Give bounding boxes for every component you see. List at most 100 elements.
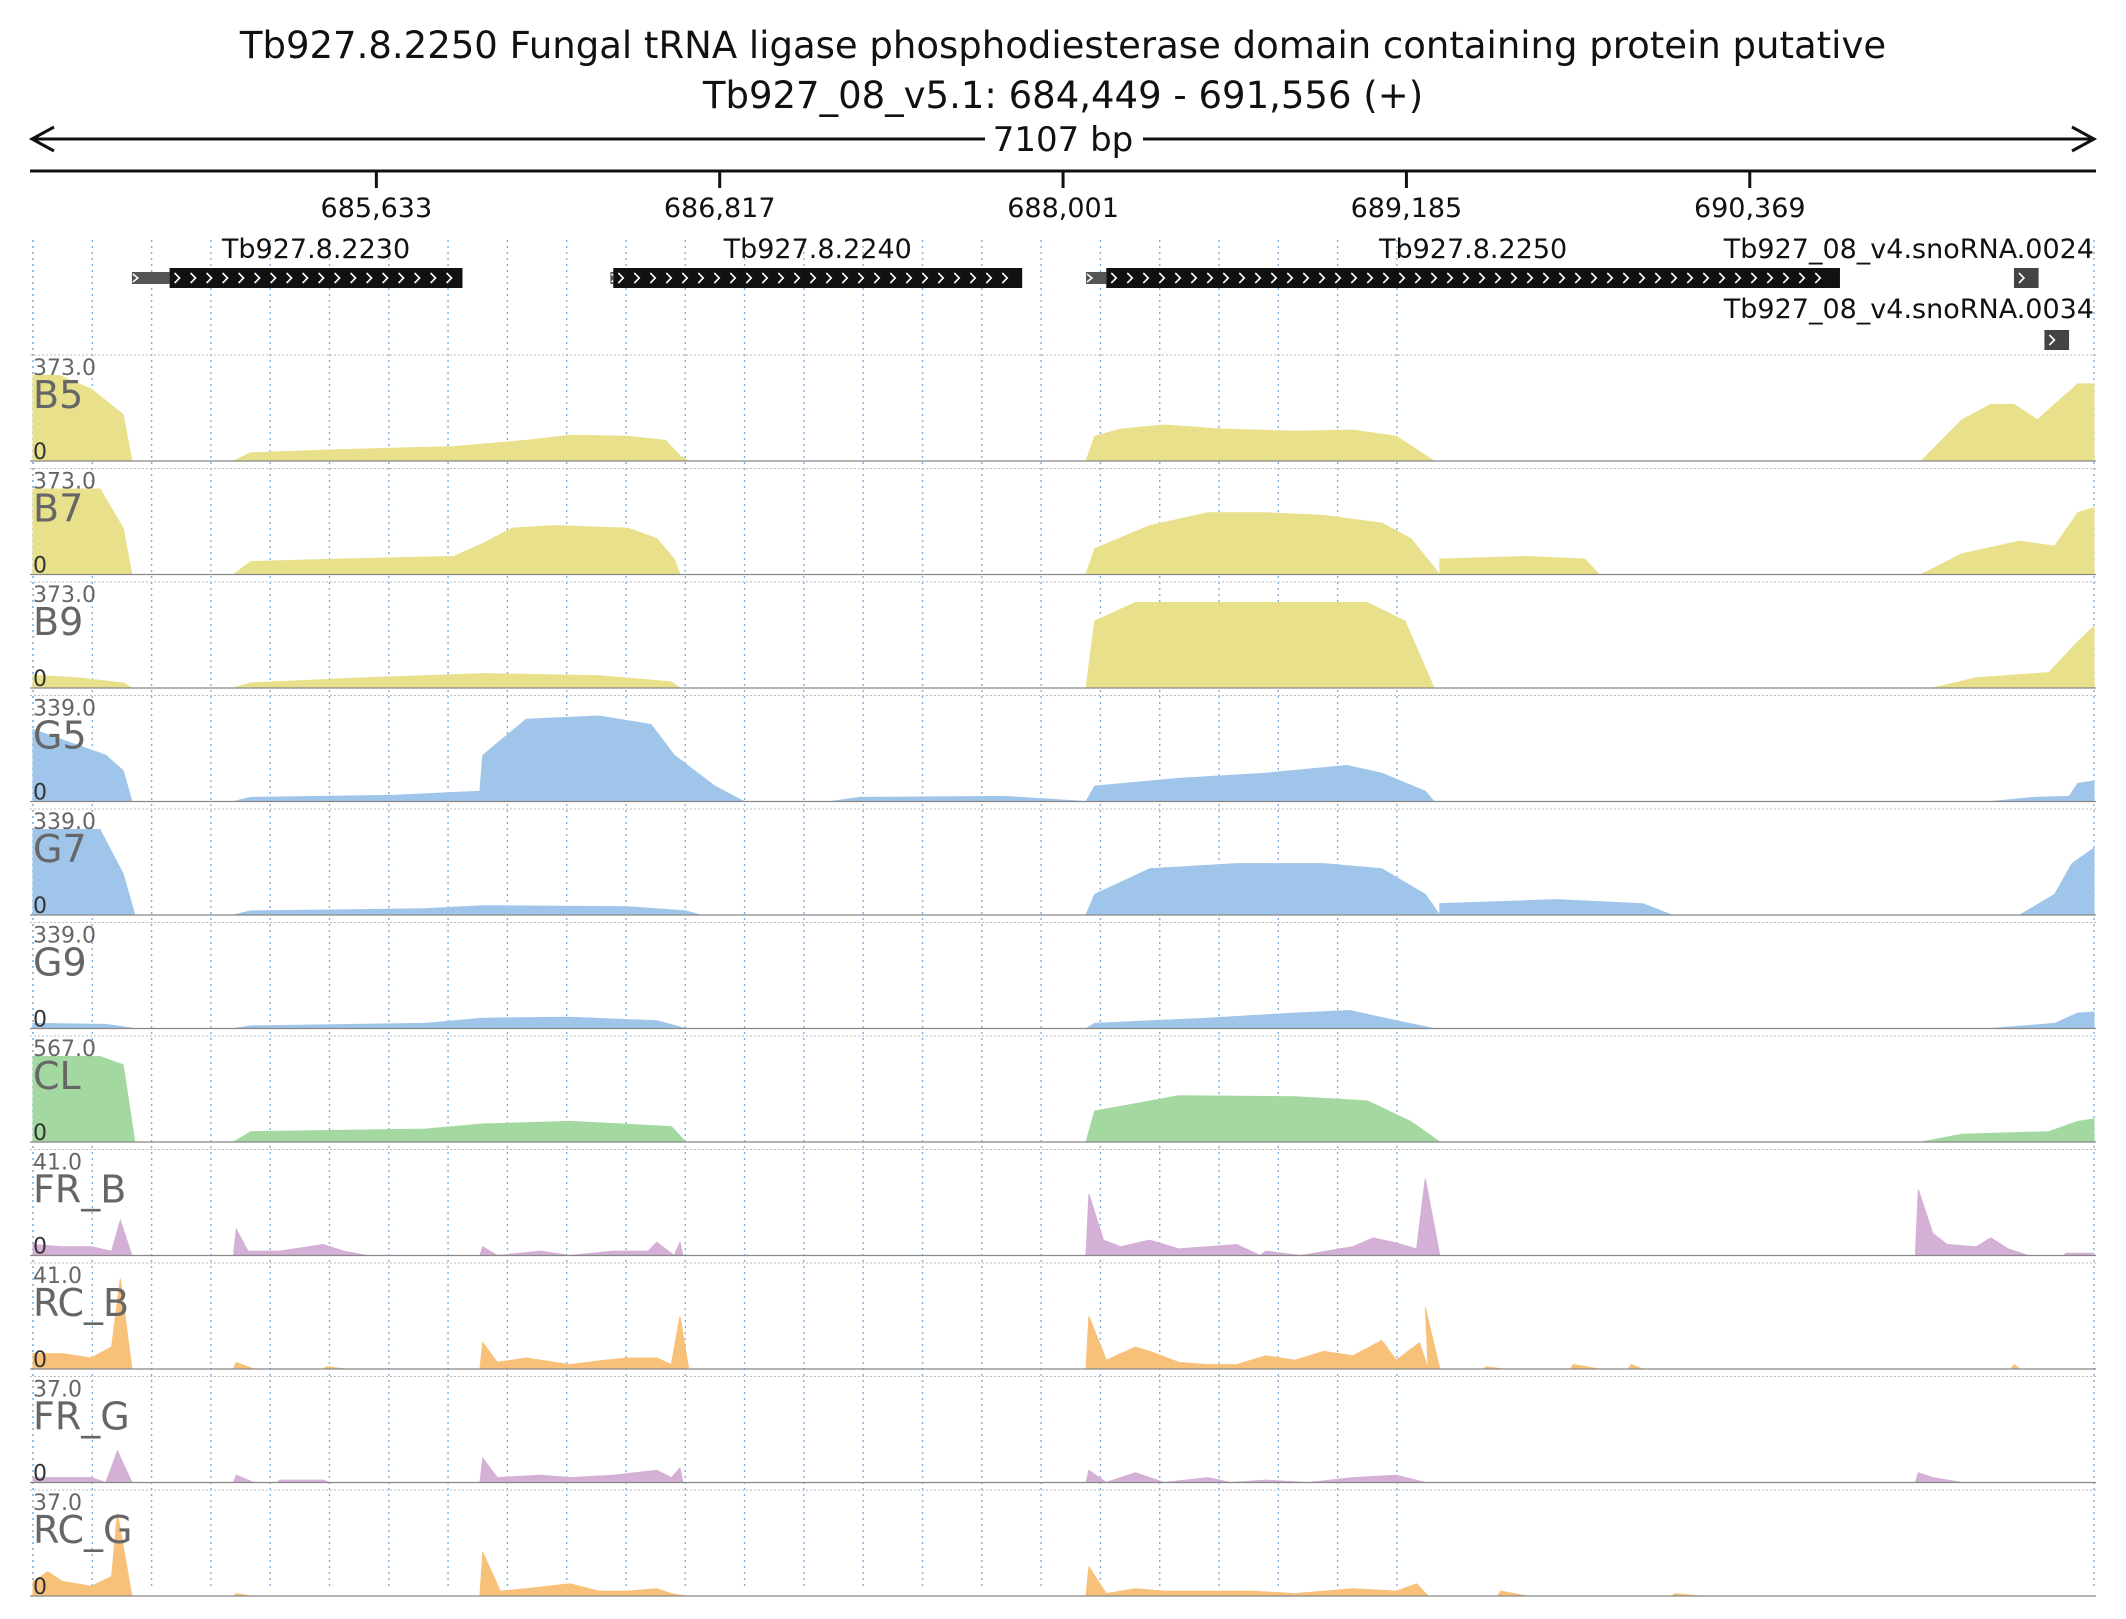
strand-chevron-icon — [713, 272, 721, 284]
strand-chevron-icon — [1814, 272, 1822, 284]
strand-chevron-icon — [937, 272, 945, 284]
track-name-label: B7 — [33, 487, 83, 531]
gene-feature[interactable]: Tb927_08_v4.snoRNA.0024 — [1723, 234, 2094, 288]
utr-strand-chevron-icon — [132, 273, 140, 283]
strand-chevron-icon — [222, 272, 229, 284]
gene-feature[interactable]: Tb927_08_v4.snoRNA.0034 — [1723, 294, 2094, 350]
strand-chevron-icon — [446, 272, 453, 284]
track-zero-label: 0 — [33, 1121, 47, 1146]
gene-feature[interactable]: Tb927.8.2250 — [1085, 234, 1840, 288]
strand-chevron-icon — [1382, 272, 1390, 284]
strand-chevron-icon — [1734, 272, 1742, 284]
coverage-area — [32, 488, 2095, 576]
track-zero-label: 0 — [33, 667, 47, 692]
coverage-area — [32, 715, 2095, 803]
strand-chevron-icon — [1718, 272, 1726, 284]
utr-strand-chevron-icon — [1086, 273, 1094, 283]
ruler-tick-label: 688,001 — [1007, 193, 1119, 224]
strand-chevron-icon — [334, 272, 341, 284]
track-name-label: RC_G — [33, 1508, 133, 1552]
strand-chevron-icon — [729, 272, 737, 284]
coverage-track: 37.0RC_G 0 — [30, 1489, 2096, 1600]
track-max-label: 373.0 — [33, 470, 96, 495]
gene-utr-block — [610, 272, 614, 284]
track-zero-label: 0 — [33, 1235, 47, 1260]
coverage-area — [32, 1056, 2095, 1143]
track-zero-label: 0 — [33, 1348, 47, 1373]
track-name-label: B5 — [33, 373, 83, 417]
gene-utr-block — [131, 272, 170, 284]
strand-chevron-icon — [761, 272, 769, 284]
track-max-label: 41.0 — [33, 1151, 82, 1176]
strand-chevron-icon — [1142, 272, 1150, 284]
strand-chevron-icon — [969, 272, 977, 284]
coverage-area — [32, 829, 2095, 917]
ruler-tick-label: 689,185 — [1351, 193, 1463, 224]
coverage-tracks: 373.0B50373.0B70373.0B90339.0G50339.0G70… — [30, 354, 2096, 1600]
strand-chevron-icon — [430, 272, 437, 284]
gene-feature[interactable]: Tb927.8.2240 — [610, 234, 1023, 288]
strand-chevron-icon — [1590, 272, 1598, 284]
strand-chevron-icon — [350, 272, 357, 284]
coverage-track: 41.0FR_B 0 — [30, 1149, 2096, 1260]
gene-body-block — [1106, 268, 1840, 288]
track-zero-label: 0 — [33, 894, 47, 919]
strand-chevron-icon — [809, 272, 817, 284]
strand-chevron-icon — [1414, 272, 1422, 284]
gene-body-block — [2044, 330, 2070, 350]
track-max-label: 41.0 — [33, 1264, 82, 1289]
strand-chevron-icon — [1622, 272, 1630, 284]
strand-chevron-icon — [1574, 272, 1582, 284]
ruler-tick-label: 685,633 — [321, 193, 433, 224]
strand-chevron-icon — [985, 272, 993, 284]
span-right-arrowhead-icon — [2071, 125, 2098, 153]
track-name-label: B9 — [33, 600, 83, 644]
strand-chevron-icon — [681, 272, 689, 284]
strand-chevron-icon — [1190, 272, 1198, 284]
strand-chevron-icon — [1318, 272, 1326, 284]
strand-chevron-icon — [1798, 272, 1806, 284]
strand-chevron-icon — [302, 272, 309, 284]
gene-utr-block — [1085, 272, 1107, 284]
strand-chevron-icon — [745, 272, 753, 284]
strand-chevron-icon — [1766, 272, 1774, 284]
strand-chevron-icon — [206, 272, 213, 284]
strand-chevron-icon — [1702, 272, 1710, 284]
strand-chevron-icon — [382, 272, 389, 284]
strand-chevron-icon — [649, 272, 657, 284]
strand-chevron-icon — [1654, 272, 1662, 284]
strand-chevron-icon — [841, 272, 849, 284]
coverage-track: 373.0B7 0 — [30, 468, 2096, 579]
coverage-track: 339.0G5 0 — [30, 695, 2096, 806]
coverage-area — [32, 1278, 2094, 1370]
coverage-track: 373.0B9 0 — [30, 581, 2096, 692]
strand-chevron-icon — [1126, 272, 1134, 284]
track-name-label: CL — [33, 1054, 81, 1098]
strand-chevron-icon — [1430, 272, 1438, 284]
coverage-track: 339.0G9 0 — [30, 922, 2096, 1033]
strand-chevron-icon — [953, 272, 961, 284]
strand-chevron-icon — [1334, 272, 1342, 284]
span-length-label: 7107 bp — [993, 120, 1134, 160]
gene-title: Tb927.8.2250 Fungal tRNA ligase phosphod… — [239, 24, 1886, 67]
strand-chevron-icon — [318, 272, 325, 284]
track-name-label: FR_G — [33, 1395, 130, 1439]
strand-chevron-icon — [366, 272, 373, 284]
strand-chevron-icon — [1001, 272, 1009, 284]
coverage-area — [32, 375, 2095, 462]
locus-coordinates: Tb927_08_v5.1: 684,449 - 691,556 (+) — [702, 74, 1423, 117]
strand-chevron-icon — [889, 272, 897, 284]
strand-chevron-icon — [1638, 272, 1646, 284]
strand-chevron-icon — [1366, 272, 1374, 284]
strand-chevron-icon — [633, 272, 641, 284]
track-max-label: 339.0 — [33, 697, 96, 722]
track-zero-label: 0 — [33, 554, 47, 579]
coverage-area — [32, 1178, 2095, 1257]
strand-chevron-icon — [1350, 272, 1358, 284]
gene-feature[interactable]: Tb927.8.2230 — [131, 234, 463, 288]
strand-chevron-icon — [2018, 272, 2026, 284]
strand-chevron-icon — [254, 272, 261, 284]
strand-chevron-icon — [398, 272, 405, 284]
strand-chevron-icon — [174, 272, 181, 284]
